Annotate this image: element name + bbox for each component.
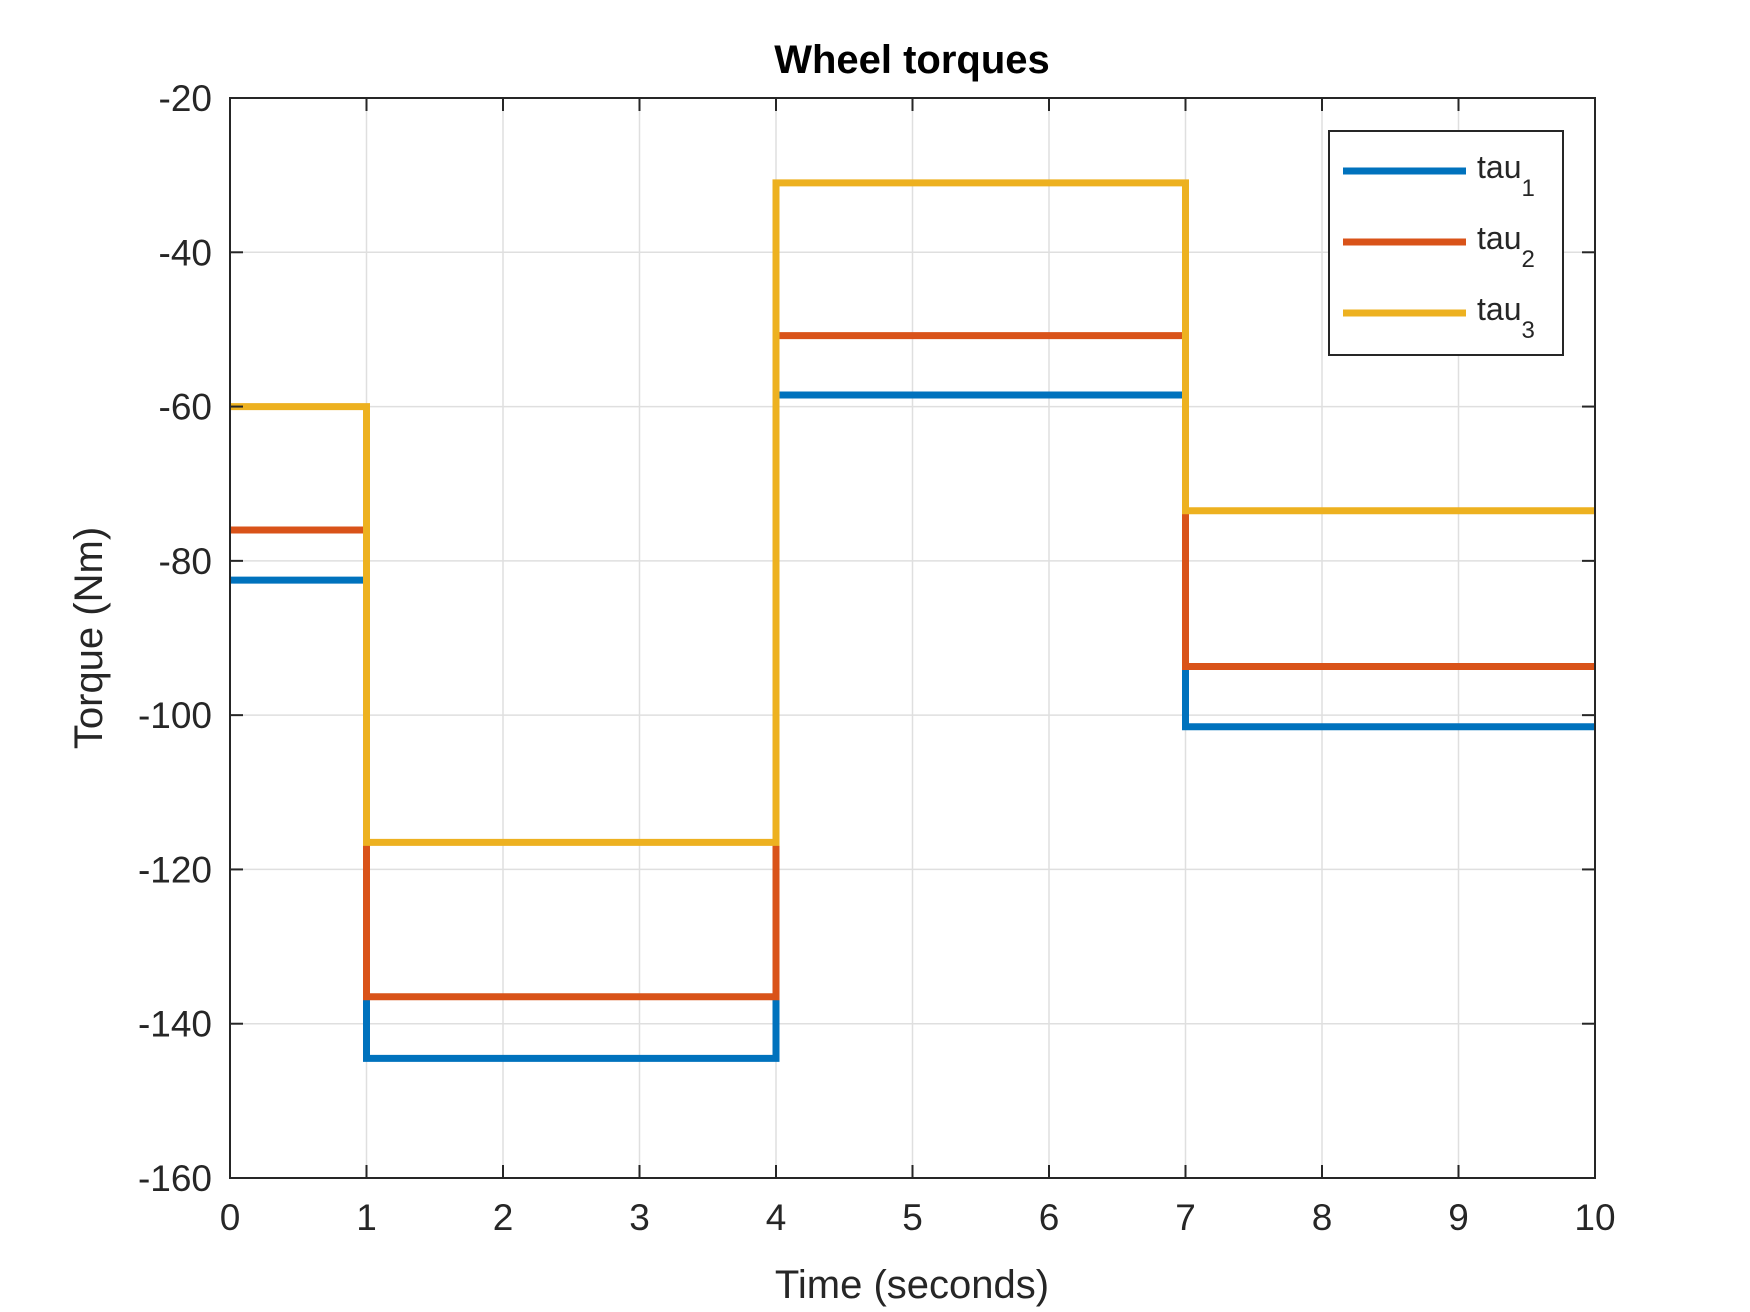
legend-label: tau3 xyxy=(1477,291,1535,344)
y-tick-labels: -20 -40 -60 -80 -100 -120 -140 -160 xyxy=(138,78,212,1199)
y-axis-label: Torque (Nm) xyxy=(67,527,111,749)
legend-label: tau1 xyxy=(1477,149,1535,202)
legend-label-base: tau xyxy=(1477,291,1521,327)
legend-label: tau2 xyxy=(1477,220,1535,273)
x-tick-labels: 0 1 2 3 4 5 6 7 8 9 10 xyxy=(220,1197,1616,1238)
x-tick-label: 9 xyxy=(1448,1197,1469,1238)
legend-label-base: tau xyxy=(1477,220,1521,256)
x-tick-label: 7 xyxy=(1175,1197,1196,1238)
chart-title: Wheel torques xyxy=(774,38,1050,82)
x-tick-label: 6 xyxy=(1039,1197,1060,1238)
legend-label-subscript: 2 xyxy=(1521,246,1534,273)
x-tick-label: 4 xyxy=(766,1197,787,1238)
legend-label-subscript: 1 xyxy=(1521,175,1534,202)
x-tick-label: 3 xyxy=(629,1197,650,1238)
legend-label-subscript: 3 xyxy=(1521,317,1534,344)
legend-item: tau3 xyxy=(1343,291,1535,344)
x-tick-label: 10 xyxy=(1574,1197,1615,1238)
plot-lines xyxy=(230,179,1595,1062)
y-tick-label: -140 xyxy=(138,1004,212,1045)
x-tick-label: 1 xyxy=(356,1197,377,1238)
x-tick-label: 8 xyxy=(1312,1197,1333,1238)
y-tick-label: -160 xyxy=(138,1158,212,1199)
legend-item: tau1 xyxy=(1343,149,1535,202)
series-line-tau-3 xyxy=(230,179,1595,846)
y-tick-label: -80 xyxy=(159,541,212,582)
y-tick-label: -100 xyxy=(138,695,212,736)
ticks xyxy=(229,97,1596,1179)
y-tick-label: -120 xyxy=(138,849,212,890)
x-axis-label: Time (seconds) xyxy=(775,1263,1049,1307)
x-tick-label: 5 xyxy=(902,1197,923,1238)
x-tick-label: 2 xyxy=(493,1197,514,1238)
y-tick-label: -40 xyxy=(159,232,212,273)
y-tick-label: -20 xyxy=(159,78,212,119)
legend-item: tau2 xyxy=(1343,220,1535,273)
legend-label-base: tau xyxy=(1477,149,1521,185)
y-tick-label: -60 xyxy=(159,387,212,428)
x-tick-label: 0 xyxy=(220,1197,241,1238)
